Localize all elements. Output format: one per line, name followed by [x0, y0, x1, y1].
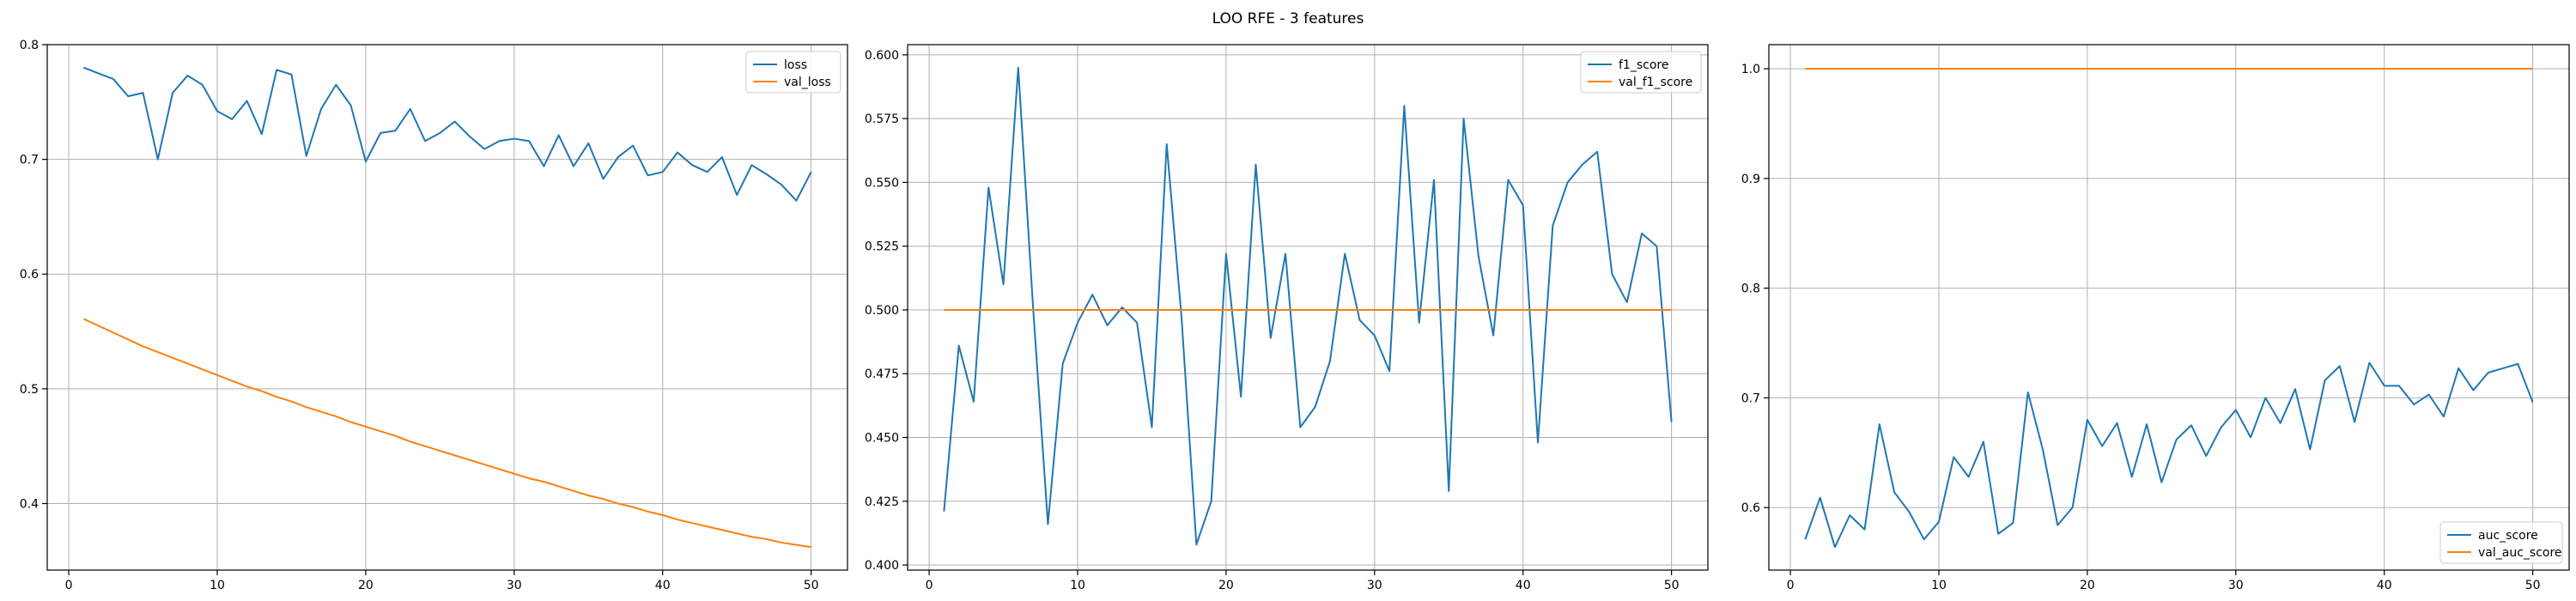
- axes-frame: [907, 44, 1709, 571]
- y-tick-label: 0.9: [1741, 173, 1760, 186]
- y-tick-label: 0.600: [865, 49, 899, 63]
- loss-legend: loss val_loss: [745, 51, 841, 94]
- grid: [1769, 45, 2569, 570]
- x-tick-label: 0: [1787, 579, 1795, 592]
- loss-subplot: 0 10 20 30 40 50 0.4 0.5 0.6 0.7 0.8 loss val_loss: [20, 39, 848, 592]
- y-tick-label: 0.7: [1741, 392, 1760, 405]
- f1-score-line: [943, 66, 1673, 546]
- x-tick-label: 40: [1516, 579, 1531, 592]
- x-tick-label: 10: [1070, 579, 1085, 592]
- grid: [908, 45, 1708, 570]
- x-tick-label: 20: [1218, 579, 1234, 592]
- x-tick-label: 50: [804, 579, 819, 592]
- axes-frame: [1768, 44, 2570, 571]
- y-tick-label: 0.450: [865, 432, 899, 446]
- y-tick-label: 1.0: [1741, 63, 1760, 76]
- x-tick-label: 30: [2228, 579, 2244, 592]
- axes-frame: [46, 44, 848, 571]
- x-tick-label: 20: [358, 579, 374, 592]
- y-tick-label: 0.8: [20, 39, 39, 52]
- f1-score-subplot: 0 10 20 30 40 50 0.400 0.425 0.450 0.475 0.500 0.52…: [865, 44, 1709, 592]
- x-tick-label: 20: [2080, 579, 2095, 592]
- grid: [47, 44, 848, 570]
- y-tick-label: 0.6: [20, 268, 39, 282]
- y-tick-label: 0.525: [865, 240, 899, 254]
- x-tick-label: 10: [1931, 579, 1947, 592]
- auc-score-subplot: 0 10 20 30 40 50 0.6 0.7 0.8 0.9 1.0 auc_score val_a…: [1741, 44, 2570, 592]
- y-tick-label: 0.400: [865, 559, 899, 573]
- legend-label-val-f1-score: val_f1_score: [1619, 76, 1692, 89]
- loss-line: [82, 66, 812, 202]
- x-tick-label: 50: [1664, 579, 1680, 592]
- y-tick-label: 0.8: [1741, 282, 1760, 296]
- x-tick-label: 30: [507, 579, 522, 592]
- y-tick-label: 0.425: [865, 495, 899, 509]
- y-tick-label: 0.500: [865, 304, 899, 318]
- x-tick-label: 10: [210, 579, 225, 592]
- x-tick-label: 0: [65, 579, 73, 592]
- x-tick-label: 0: [926, 579, 933, 592]
- legend-label-auc-score: auc_score: [2478, 529, 2538, 543]
- x-tick-label: 50: [2525, 579, 2541, 592]
- val-loss-line: [82, 318, 811, 549]
- y-tick-label: 0.575: [865, 112, 899, 126]
- legend-label-loss: loss: [784, 58, 807, 72]
- auc-score-legend: auc_score val_auc_score: [2439, 521, 2563, 564]
- legend-label-val-auc-score: val_auc_score: [2478, 546, 2562, 560]
- auc-score-line: [1804, 361, 2534, 549]
- x-tick-label: 30: [1367, 579, 1382, 592]
- y-tick-label: 0.6: [1741, 501, 1760, 515]
- figure-title: LOO RFE - 3 features: [1212, 10, 1364, 27]
- y-tick-label: 0.7: [20, 154, 39, 167]
- legend-label-f1-score: f1_score: [1619, 58, 1668, 72]
- y-tick-label: 0.5: [20, 383, 39, 397]
- y-tick-label: 0.4: [20, 497, 39, 511]
- y-tick-label: 0.550: [865, 176, 899, 190]
- f1-score-legend: f1_score val_f1_score: [1580, 51, 1702, 94]
- x-tick-label: 40: [655, 579, 671, 592]
- legend-label-val-loss: val_loss: [784, 76, 831, 89]
- y-tick-label: 0.475: [865, 367, 899, 381]
- x-tick-label: 40: [2377, 579, 2392, 592]
